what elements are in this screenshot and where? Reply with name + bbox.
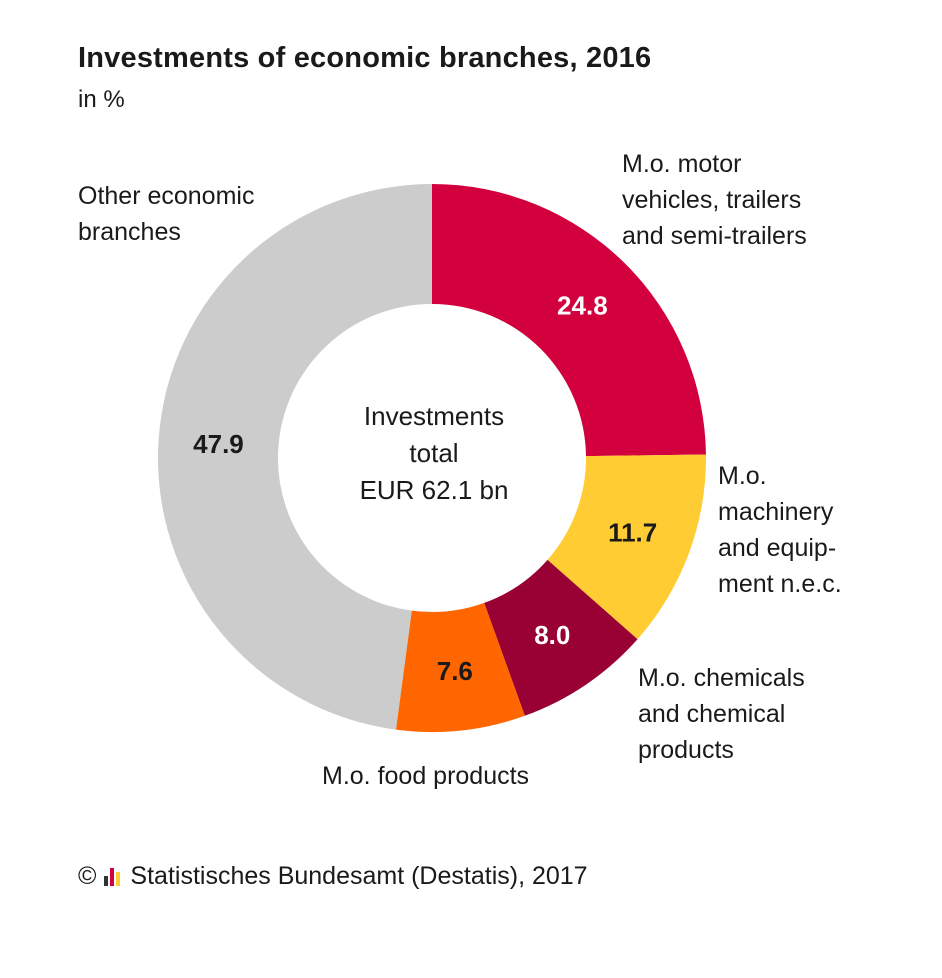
- source-text: Statistisches Bundesamt (Destatis), 2017: [130, 862, 588, 890]
- center-label: Investments total EUR 62.1 bn: [300, 398, 568, 509]
- category-label-2-line-1: and chemical: [638, 700, 786, 728]
- slice-value-label-4: 47.9: [193, 429, 244, 459]
- category-label-4: Other economic branches: [78, 178, 254, 250]
- category-label-1-line-0: M.o.: [718, 462, 767, 490]
- category-label-1-line-2: and equip-: [718, 534, 837, 562]
- category-label-1-line-1: machinery: [718, 498, 834, 526]
- slice-value-label-0: 24.8: [557, 291, 608, 321]
- category-label-1: M.o. machinery and equip-ment n.e.c.: [718, 458, 842, 602]
- center-label-line-1: Investments: [363, 401, 505, 431]
- category-label-4-line-0: Other economic: [78, 182, 255, 210]
- category-label-0: M.o. motor vehicles, trailers and semi-tra…: [622, 146, 807, 254]
- slice-1: [547, 454, 706, 640]
- chart-title: Investments of economic branches, 2016: [78, 42, 652, 74]
- destatis-logo-icon: [104, 867, 121, 886]
- slice-4: [158, 184, 433, 730]
- category-label-2-line-2: products: [638, 736, 734, 764]
- category-label-4-line-1: branches: [78, 218, 181, 246]
- category-label-1-line-3: ment n.e.c.: [718, 570, 842, 598]
- chart-subtitle: in %: [78, 86, 125, 113]
- category-label-0-line-0: M.o. motor: [622, 150, 742, 178]
- slice-2: [484, 559, 638, 716]
- category-label-2-line-0: M.o. chemicals: [638, 664, 805, 692]
- slice-0: [432, 184, 706, 457]
- category-label-2: M.o. chemicals and chemical products: [638, 660, 805, 768]
- source-footer: © Statistisches Bundesamt (Destatis), 20…: [78, 862, 588, 891]
- copyright-icon: ©: [78, 862, 97, 890]
- center-label-line-3: EUR 62.1 bn: [359, 475, 509, 505]
- slice-value-label-1: 11.7: [608, 517, 657, 547]
- category-label-3-line-0: M.o. food products: [322, 762, 530, 790]
- category-label-3: M.o. food products: [322, 758, 529, 794]
- center-label-line-2: total: [409, 438, 459, 468]
- category-label-0-line-2: and semi-trailers: [622, 222, 807, 250]
- slice-value-label-3: 7.6: [437, 656, 473, 686]
- category-label-0-line-1: vehicles, trailers: [622, 186, 802, 214]
- slice-value-label-2: 8.0: [534, 620, 570, 650]
- slice-3: [395, 602, 525, 732]
